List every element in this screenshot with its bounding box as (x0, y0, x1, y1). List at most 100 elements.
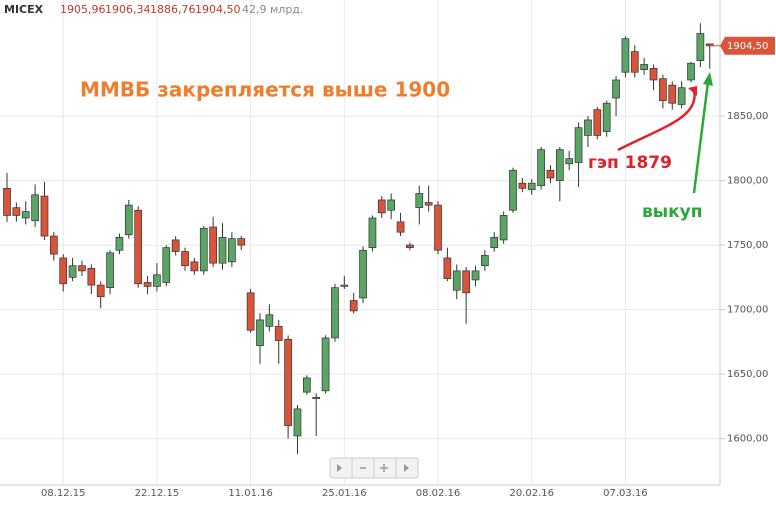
candle-body (331, 287, 339, 339)
candle-body (199, 227, 208, 272)
candle-body (387, 199, 396, 211)
candle-body (246, 292, 255, 331)
last-price-label: 1904,50 (727, 41, 768, 52)
candle-body (499, 215, 508, 241)
candles (3, 23, 714, 455)
candle-body (349, 300, 358, 312)
candle-body (134, 209, 143, 285)
candle-body (696, 33, 705, 61)
candle-body (162, 247, 171, 283)
candle-body (181, 251, 189, 267)
x-tick-label: 11.01.16 (228, 488, 273, 499)
candle-body (640, 64, 649, 71)
x-tick-label: 08.12.15 (41, 488, 86, 499)
labels: 1600,00 1650,00 1700,00 1750,00 1800,00 1850,… (4, 3, 775, 499)
symbol: MICEX (4, 3, 44, 16)
candle-body (424, 202, 433, 206)
candle-body (59, 257, 68, 285)
annotation-gap: гэп 1879 (588, 153, 672, 173)
y-tick-label: 1850,00 (727, 111, 768, 122)
candle-body (527, 182, 536, 190)
y-tick-label: 1650,00 (727, 369, 768, 380)
candle-body (312, 396, 321, 399)
candle-body (256, 319, 264, 347)
candle-body (565, 158, 574, 165)
candle-body (115, 236, 124, 251)
annotation-title: ММВБ закрепляется выше 1900 (80, 78, 450, 102)
candle-body (630, 51, 639, 73)
x-tick-label: 25.01.16 (322, 488, 367, 499)
buyback-arrow-head (703, 72, 713, 86)
header-quote: 1906,34 (105, 3, 151, 16)
candle-body (274, 325, 283, 341)
gap-arrow (617, 89, 696, 152)
candle-body (537, 149, 545, 187)
candle-body (490, 236, 499, 249)
candle-body (396, 221, 405, 233)
y-tick-label: 1700,00 (727, 305, 768, 316)
candle-body (40, 195, 49, 237)
candle-body (265, 314, 274, 327)
header-quote: 1886,76 (150, 3, 196, 16)
x-tick-label: 08.02.16 (416, 488, 461, 499)
candle-body (518, 182, 527, 189)
navigator[interactable] (329, 457, 419, 479)
candle-body (368, 217, 377, 249)
candle-body (237, 238, 246, 246)
candle-body (687, 62, 695, 81)
candle-body (377, 199, 386, 214)
gap-arrow-head (688, 86, 697, 96)
x-tick-label: 20.02.16 (509, 488, 554, 499)
candle-body (321, 337, 330, 392)
candle-body (293, 408, 302, 437)
candle-body (96, 284, 105, 298)
candle-body (452, 270, 461, 291)
candle-body (78, 265, 86, 272)
candle-body (68, 265, 77, 278)
candle-body (584, 119, 592, 136)
candle-body (31, 194, 39, 221)
candle-body (649, 68, 658, 81)
candle-body (462, 270, 470, 294)
candle-body (218, 236, 227, 264)
candle-body (190, 261, 199, 272)
candle-body (546, 169, 555, 179)
y-tick-label: 1800,00 (727, 176, 768, 187)
candle-body (340, 284, 349, 287)
nav-left[interactable] (337, 464, 342, 472)
candle-body (3, 187, 11, 216)
candle-body (443, 257, 452, 279)
y-tick-label: 1600,00 (727, 434, 768, 445)
candle-body (12, 207, 21, 216)
candle-body (602, 102, 611, 132)
candle-body (621, 38, 630, 73)
candle-body (143, 282, 152, 287)
nav-zoom-in[interactable] (380, 464, 388, 472)
candle-body (21, 211, 30, 219)
candle-body (359, 249, 367, 299)
candle-body (87, 267, 96, 286)
candle-body (659, 78, 667, 101)
nav-right[interactable] (404, 464, 409, 472)
candle-body (106, 252, 114, 288)
candle-body (49, 235, 58, 255)
header-volume: 42,9 млрд. (242, 3, 303, 16)
candle-body (593, 109, 602, 136)
candle-body (574, 127, 583, 163)
candle-body (612, 79, 620, 99)
x-tick-label: 22.12.15 (135, 488, 180, 499)
candle-body (406, 244, 414, 249)
candle-body (153, 274, 161, 287)
candle-body (284, 338, 292, 427)
header-quote: 1904,50 (195, 3, 241, 16)
candle-body (668, 84, 677, 104)
candle-body (209, 226, 217, 264)
candle-body (124, 204, 133, 236)
candle-body (555, 149, 564, 181)
x-tick-label: 07.03.16 (603, 488, 648, 499)
annotation-buyback: выкуп (642, 202, 703, 222)
header-quote: 1905,96 (60, 3, 106, 16)
candle-body (481, 255, 489, 267)
